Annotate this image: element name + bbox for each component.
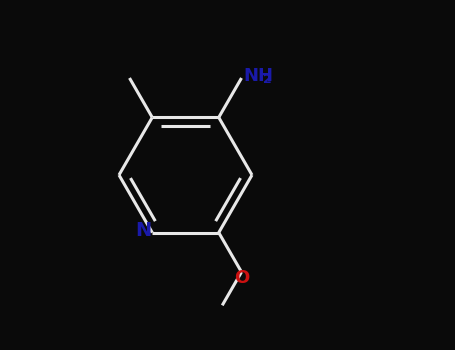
Text: NH: NH xyxy=(243,67,273,85)
Text: 2: 2 xyxy=(263,73,272,86)
Text: O: O xyxy=(234,269,249,287)
Text: N: N xyxy=(136,221,152,240)
